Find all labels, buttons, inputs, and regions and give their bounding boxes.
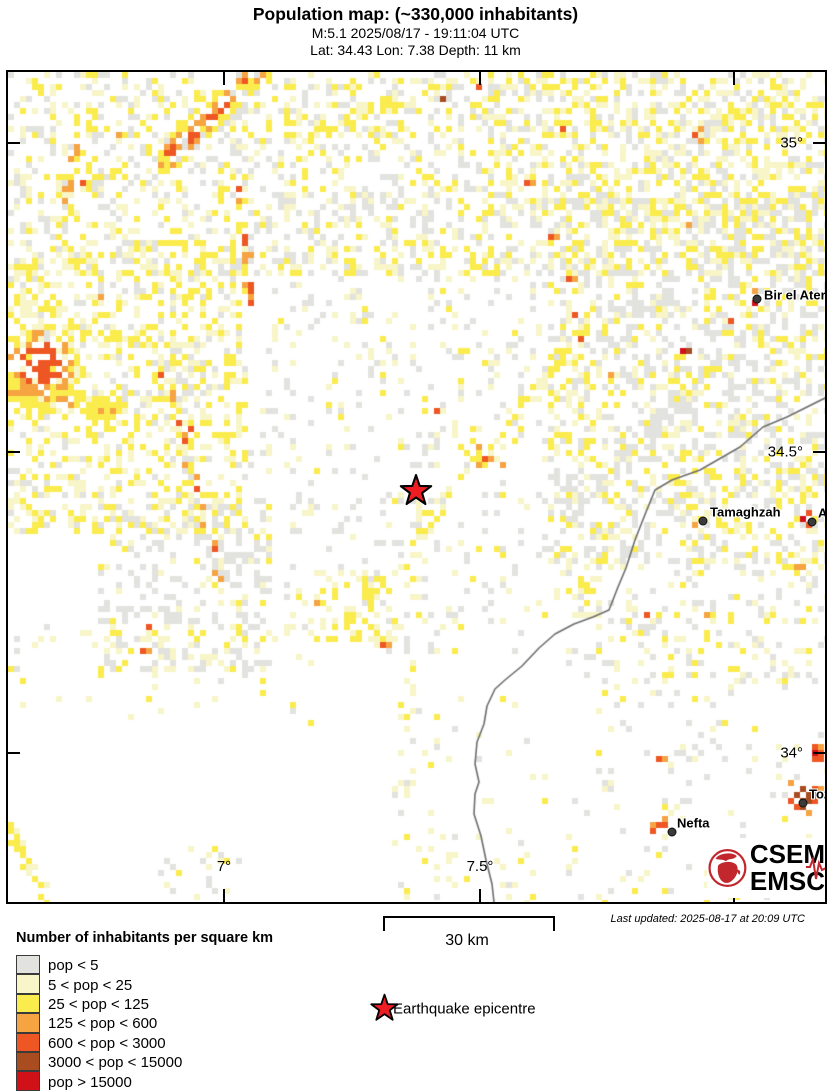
legend-row-label: 25 < pop < 125 bbox=[48, 995, 149, 1013]
lat-label: 35° bbox=[780, 134, 803, 152]
legend-swatch bbox=[16, 974, 40, 994]
legend-swatch bbox=[16, 1032, 40, 1052]
map-panel: 35° 34.5° 34° 7° 7.5° Bir el Ater Tamaghzah Ar T… bbox=[6, 70, 827, 904]
lat-tick-right bbox=[813, 752, 825, 754]
city-dot bbox=[807, 517, 817, 527]
emsc-globe-icon bbox=[708, 849, 747, 887]
lat-label: 34° bbox=[780, 744, 803, 762]
city-label: Ar bbox=[818, 505, 827, 521]
population-legend: Number of inhabitants per square km pop … bbox=[16, 930, 273, 1092]
city-dot bbox=[667, 827, 677, 837]
csem-emsc-logo: CSEM EMSC bbox=[707, 838, 825, 898]
lon-tick-top bbox=[733, 72, 735, 85]
legend-title: Number of inhabitants per square km bbox=[16, 930, 274, 946]
magnitude-line: M:5.1 2025/08/17 - 19:11:04 UTC bbox=[311, 25, 520, 41]
legend-row-label: pop < 5 bbox=[48, 957, 99, 975]
legend-row-label: 3000 < pop < 15000 bbox=[48, 1054, 183, 1072]
lon-label: 7° bbox=[216, 858, 232, 875]
legend-row-label: pop > 15000 bbox=[48, 1073, 132, 1091]
logo-line-emsc: EMSC bbox=[749, 866, 825, 896]
lat-label: 34.5° bbox=[767, 443, 803, 461]
scale-bar bbox=[383, 916, 555, 931]
lat-tick-left bbox=[8, 752, 20, 754]
legend-swatch bbox=[16, 1013, 40, 1033]
legend-row: pop > 15000 bbox=[16, 1071, 273, 1091]
lat-tick-left bbox=[8, 451, 20, 453]
epicenter-star-icon bbox=[399, 473, 433, 506]
legend-swatch bbox=[16, 1051, 40, 1072]
legend-row-label: 600 < pop < 3000 bbox=[48, 1034, 166, 1052]
lat-tick-right bbox=[813, 451, 825, 453]
logo-words: CSEM EMSC bbox=[750, 841, 825, 895]
lon-label: 7.5° bbox=[466, 858, 494, 875]
city-dot bbox=[798, 798, 808, 808]
city-label: Bir el Ater bbox=[764, 287, 826, 303]
lon-tick-bottom bbox=[479, 889, 481, 902]
legend-swatch bbox=[16, 1071, 40, 1091]
page-title: Population map: (~330,000 inhabitants) bbox=[252, 4, 579, 24]
legend-row-label: 5 < pop < 25 bbox=[48, 976, 133, 994]
lon-tick-top bbox=[479, 72, 481, 85]
city-dot bbox=[698, 516, 708, 526]
lon-tick-top bbox=[223, 72, 225, 85]
city-label: Nefta bbox=[677, 815, 710, 831]
legend-row: 25 < pop < 125 bbox=[16, 993, 273, 1014]
legend-row: 3000 < pop < 15000 bbox=[16, 1051, 273, 1072]
city-dot bbox=[752, 294, 762, 304]
legend-row: pop < 5 bbox=[16, 955, 273, 975]
legend-row: 600 < pop < 3000 bbox=[16, 1032, 273, 1053]
location-line: Lat: 34.43 Lon: 7.38 Depth: 11 km bbox=[310, 42, 521, 58]
epicentre-legend: Earthquake epicentre bbox=[368, 992, 608, 1026]
header: Population map: (~330,000 inhabitants) M… bbox=[0, 0, 831, 59]
legend-row: 5 < pop < 25 bbox=[16, 974, 273, 994]
legend-swatch bbox=[16, 993, 40, 1014]
last-updated-text: Last updated: 2025-08-17 at 20:09 UTC bbox=[610, 913, 805, 925]
epicentre-legend-label: Earthquake epicentre bbox=[393, 1000, 536, 1018]
city-label: Tamaghzah bbox=[710, 504, 781, 520]
lat-tick-left bbox=[8, 142, 20, 144]
legend-row: 125 < pop < 600 bbox=[16, 1013, 273, 1033]
epicentre-legend-star-icon bbox=[370, 993, 399, 1021]
seismogram-icon bbox=[806, 857, 825, 880]
lat-tick-right bbox=[813, 142, 825, 144]
legend-row-label: 125 < pop < 600 bbox=[48, 1015, 158, 1033]
scale-bar-label: 30 km bbox=[445, 932, 489, 949]
lon-tick-bottom bbox=[223, 889, 225, 902]
legend-swatch bbox=[16, 955, 40, 975]
city-label: Toze bbox=[809, 786, 825, 802]
